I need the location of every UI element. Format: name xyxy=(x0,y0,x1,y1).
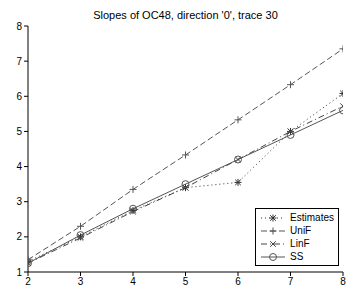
html-text:SS: SS xyxy=(290,251,304,262)
html-text:Slopes of OC48, direction '0',: Slopes of OC48, direction '0', trace 30 xyxy=(93,9,278,21)
svg-text:5: 5 xyxy=(16,126,22,137)
svg-text:2: 2 xyxy=(25,276,31,287)
svg-text:7: 7 xyxy=(16,56,22,67)
svg-text:3: 3 xyxy=(16,196,22,207)
svg-text:7: 7 xyxy=(288,276,294,287)
svg-text:2: 2 xyxy=(16,231,22,242)
svg-text:4: 4 xyxy=(130,276,136,287)
svg-text:1: 1 xyxy=(16,267,22,278)
html-text:Estimates: Estimates xyxy=(290,212,334,223)
svg-text:6: 6 xyxy=(16,91,22,102)
svg-text:8: 8 xyxy=(16,21,22,32)
html-text:UniF: UniF xyxy=(290,225,312,236)
html-text:LinF: LinF xyxy=(290,238,310,249)
svg-text:6: 6 xyxy=(235,276,241,287)
svg-text:8: 8 xyxy=(340,276,346,287)
svg-text:4: 4 xyxy=(16,161,22,172)
svg-text:5: 5 xyxy=(183,276,189,287)
svg-text:3: 3 xyxy=(78,276,84,287)
